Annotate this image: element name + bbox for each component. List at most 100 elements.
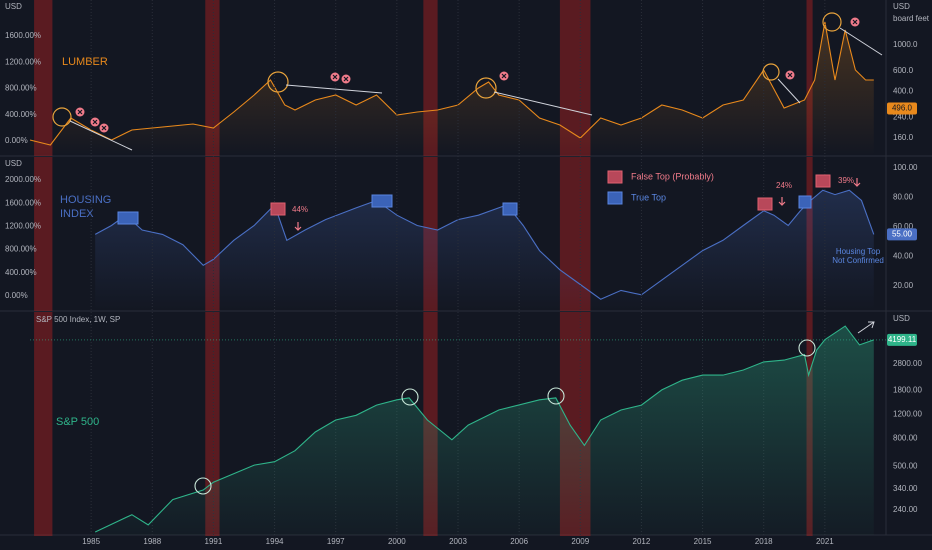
y2-tick-label: 240.00 [893,505,918,514]
last-value-label: 496.0 [892,104,913,113]
y2-tick-label: 60.00 [893,222,914,231]
pane-label: S&P 500 [56,416,99,428]
y2-tick-label: 1000.0 [893,40,918,49]
recession-band [34,312,53,536]
x-mark-cross [332,74,338,80]
recession-band [34,0,53,156]
y2-tick-label: 1800.00 [893,385,922,394]
last-value-label: 55.00 [892,229,913,238]
x-tick-label: 1994 [266,537,284,546]
x-tick-label: 1991 [205,537,223,546]
pane-label: INDEX [60,208,94,220]
true-top-box [371,194,393,208]
top-circle [822,12,842,32]
y-tick-label: 0.00% [5,136,28,145]
annotation: 39% [838,176,854,185]
axis-unit: USD [5,2,22,11]
y2-tick-label: 160.0 [893,133,914,142]
axis-unit: USD [5,159,22,168]
last-value-tag [887,228,917,241]
y2-tick-label: 100.00 [893,163,918,172]
true-top-box [502,202,518,216]
axis-unit: USD [893,2,910,11]
y2-tick-label: 240.0 [893,112,914,121]
y2-tick-label: 500.00 [893,461,918,470]
line [29,21,874,146]
annotation: Housing Top [836,247,881,256]
y-tick-label: 1600.00% [5,31,41,40]
down-arrow [778,197,786,206]
y2-tick-label: 2800.00 [893,359,922,368]
false-top-box [270,202,286,216]
y-tick-label: 0.00% [5,291,28,300]
y-tick-label: 1200.00% [5,57,41,66]
axis-unit-name: board feet [893,14,930,23]
false-top-box [757,197,773,211]
legend-label: False Top (Probably) [631,171,714,181]
legend-swatch [607,191,623,205]
trend-line [69,120,133,151]
annotation: 24% [776,181,792,190]
x-tick-label: 2006 [510,537,528,546]
last-value-tag [887,333,917,346]
trend-line [493,91,593,116]
line [94,325,874,533]
x-mark-cross [77,109,83,115]
top-circle [762,63,780,81]
y-tick-label: 1200.00% [5,222,41,231]
x-mark-cross [787,72,793,78]
y-tick-label: 800.00% [5,245,37,254]
area [95,326,874,535]
area [95,190,874,310]
top-circle [475,77,497,99]
x-mark-cross [852,19,858,25]
x-tick-label: 2021 [816,537,834,546]
y2-tick-label: 600.0 [893,66,914,75]
x-mark-cross [101,125,107,131]
y2-tick-label: 800.00 [893,433,918,442]
x-tick-label: 2018 [755,537,773,546]
x-tick-label: 2015 [694,537,712,546]
top-circle [267,71,289,93]
up-arrow [857,321,875,334]
x-mark-cross [343,76,349,82]
trend-line [285,84,383,94]
y-tick-label: 400.00% [5,268,37,277]
x-tick-label: 2000 [388,537,406,546]
true-top-box [117,211,139,225]
y-tick-label: 400.00% [5,110,37,119]
down-arrow [294,222,302,231]
top-circle [547,387,565,405]
trend-line [839,27,883,56]
x-tick-label: 2012 [633,537,651,546]
recession-band [806,0,813,156]
x-tick-label: 1997 [327,537,345,546]
x-mark-cross [501,73,507,79]
y2-tick-label: 20.00 [893,281,914,290]
trend-line [777,78,801,104]
top-circle [52,107,72,127]
axis-unit: USD [893,314,910,323]
false-top-box [815,174,831,188]
legend-label: True Top [631,192,666,202]
pane-label: HOUSING [60,194,111,206]
top-circle [401,388,419,406]
pane-label: LUMBER [62,56,108,68]
last-value-label: 4199.11 [888,335,917,344]
y-tick-label: 1600.00% [5,198,41,207]
x-tick-label: 2009 [571,537,589,546]
top-circle [194,477,212,495]
y-tick-label: 2000.00% [5,175,41,184]
y2-tick-label: 340.00 [893,484,918,493]
y-tick-label: 800.00% [5,84,37,93]
y2-tick-label: 400.0 [893,87,914,96]
x-tick-label: 2003 [449,537,467,546]
down-arrow [853,178,861,187]
recession-band [34,157,53,311]
area [30,22,874,155]
x-tick-label: 1988 [143,537,161,546]
recession-band [205,0,220,156]
y2-tick-label: 1200.00 [893,409,922,418]
